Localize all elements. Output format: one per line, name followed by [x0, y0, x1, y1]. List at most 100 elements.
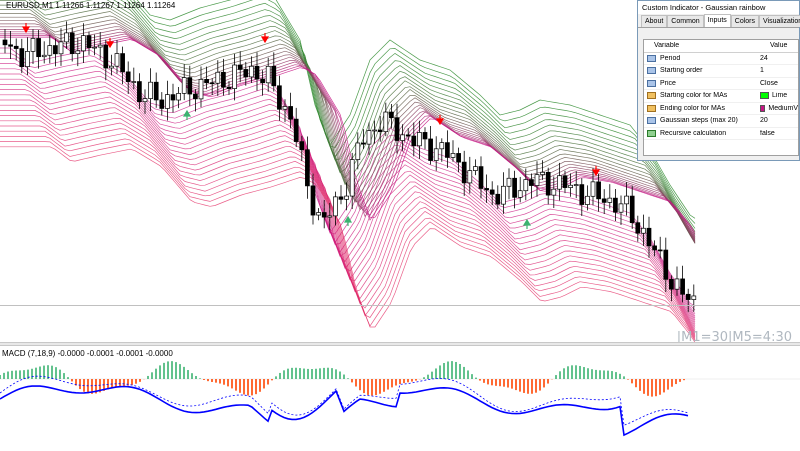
candle-body	[585, 195, 590, 205]
candle-body	[596, 181, 601, 200]
table-row[interactable]: Ending color for MAs MediumV	[644, 103, 798, 115]
candle-body	[680, 278, 685, 295]
ma-line	[0, 120, 696, 336]
candle-body	[506, 177, 512, 187]
candle-body	[607, 197, 613, 203]
candle-body	[545, 171, 551, 196]
ma-line	[0, 94, 696, 328]
table-row[interactable]: Starting order 1	[644, 65, 798, 78]
indicator-dialog[interactable]: Custom Indicator - Gaussian rainbow Abou…	[637, 0, 800, 161]
candle-body	[652, 245, 657, 251]
ma-line	[0, 9, 696, 243]
tab-inputs[interactable]: Inputs	[703, 14, 731, 27]
tab-visualization[interactable]: Visualization	[759, 15, 800, 27]
row-value[interactable]: false	[760, 129, 775, 137]
arrow-up-icon	[182, 109, 192, 120]
candle-body	[377, 129, 383, 133]
ma-line	[0, 78, 696, 323]
row-variable: Price	[660, 79, 676, 87]
row-value[interactable]: Close	[760, 79, 778, 87]
candle-body	[669, 279, 674, 290]
candle-body	[86, 35, 92, 48]
candle-body	[299, 141, 305, 151]
arrow-down-icon	[21, 23, 31, 34]
candle-body	[75, 50, 81, 55]
candle-body	[47, 45, 53, 56]
candle-body	[456, 153, 461, 163]
candle-body	[473, 166, 478, 171]
candle-body	[153, 81, 159, 101]
row-value[interactable]: 20	[760, 117, 768, 125]
chart-symbol-label: EURUSD,M1 1.11266 1.11267 1.11264 1.1126…	[6, 1, 176, 10]
ma-line	[0, 29, 696, 241]
row-value[interactable]: 24	[760, 54, 768, 62]
row-value[interactable]: 1	[760, 67, 764, 75]
candle-body	[125, 71, 131, 82]
candle-body	[517, 190, 523, 198]
candle-body	[327, 215, 333, 218]
candle-body	[92, 46, 97, 49]
candle-body	[282, 106, 288, 110]
arrow-down-icon	[105, 38, 115, 49]
candle-body	[646, 227, 652, 247]
ma-line	[133, 0, 696, 224]
ma-line	[0, 26, 696, 242]
candle-body	[489, 189, 495, 195]
candle-body	[529, 179, 534, 186]
candle-body	[523, 179, 529, 192]
arrow-down-icon	[260, 33, 270, 44]
ma-line	[0, 141, 696, 342]
ma-line	[136, 0, 696, 219]
candle-body	[148, 81, 153, 99]
candle-body	[187, 77, 193, 95]
candle-body	[215, 71, 221, 84]
table-row[interactable]: Period 24	[644, 53, 798, 65]
candle-body	[512, 177, 517, 198]
candle-body	[618, 203, 624, 213]
macd-chart[interactable]	[0, 346, 800, 451]
table-row[interactable]: Gaussian steps (max 20) 20	[644, 115, 798, 128]
gaussian-rainbow-bands	[0, 0, 696, 342]
candle-body	[501, 185, 506, 205]
ma-line	[0, 35, 696, 236]
price-chart[interactable]	[0, 0, 800, 342]
candle-body	[372, 129, 377, 132]
ma-line	[0, 13, 696, 244]
candle-body	[445, 142, 450, 158]
ma-line	[0, 73, 696, 321]
tab-about[interactable]: About	[641, 15, 668, 27]
table-row[interactable]: Starting color for MAs Lime	[644, 90, 798, 103]
dialog-tabs: About Common Inputs Colors Visualization	[638, 14, 800, 28]
macd-lines	[0, 375, 689, 437]
candle-body	[551, 188, 557, 196]
row-variable: Gaussian steps (max 20)	[660, 117, 738, 125]
candle-body	[53, 45, 58, 55]
candle-body	[114, 53, 120, 67]
ma-line	[0, 68, 696, 319]
candle-body	[495, 193, 501, 205]
candle-body	[109, 65, 114, 69]
candle-body	[176, 93, 181, 101]
color-parameter-icon	[647, 104, 656, 112]
candle-body	[58, 41, 64, 55]
arrow-up-icon	[343, 215, 353, 226]
candle-body	[573, 184, 579, 186]
subwindow-separator[interactable]	[0, 342, 800, 346]
tab-common[interactable]: Common	[667, 15, 704, 27]
ma-line	[126, 0, 696, 232]
table-row[interactable]: Price Close	[644, 78, 798, 90]
candle-body	[635, 222, 641, 234]
row-value[interactable]: MediumV	[768, 104, 798, 112]
candle-body	[366, 130, 372, 145]
candle-body	[557, 175, 562, 190]
table-row[interactable]: Recursive calculation false	[644, 128, 798, 140]
candle-body	[439, 142, 445, 150]
candle-body	[2, 39, 8, 46]
parameter-icon	[647, 117, 656, 125]
row-value[interactable]: Lime	[772, 92, 788, 100]
row-variable: Period	[660, 54, 681, 62]
candle-body	[310, 185, 316, 216]
candle-body	[691, 295, 697, 300]
candle-body	[579, 184, 585, 205]
tab-colors[interactable]: Colors	[730, 15, 760, 27]
